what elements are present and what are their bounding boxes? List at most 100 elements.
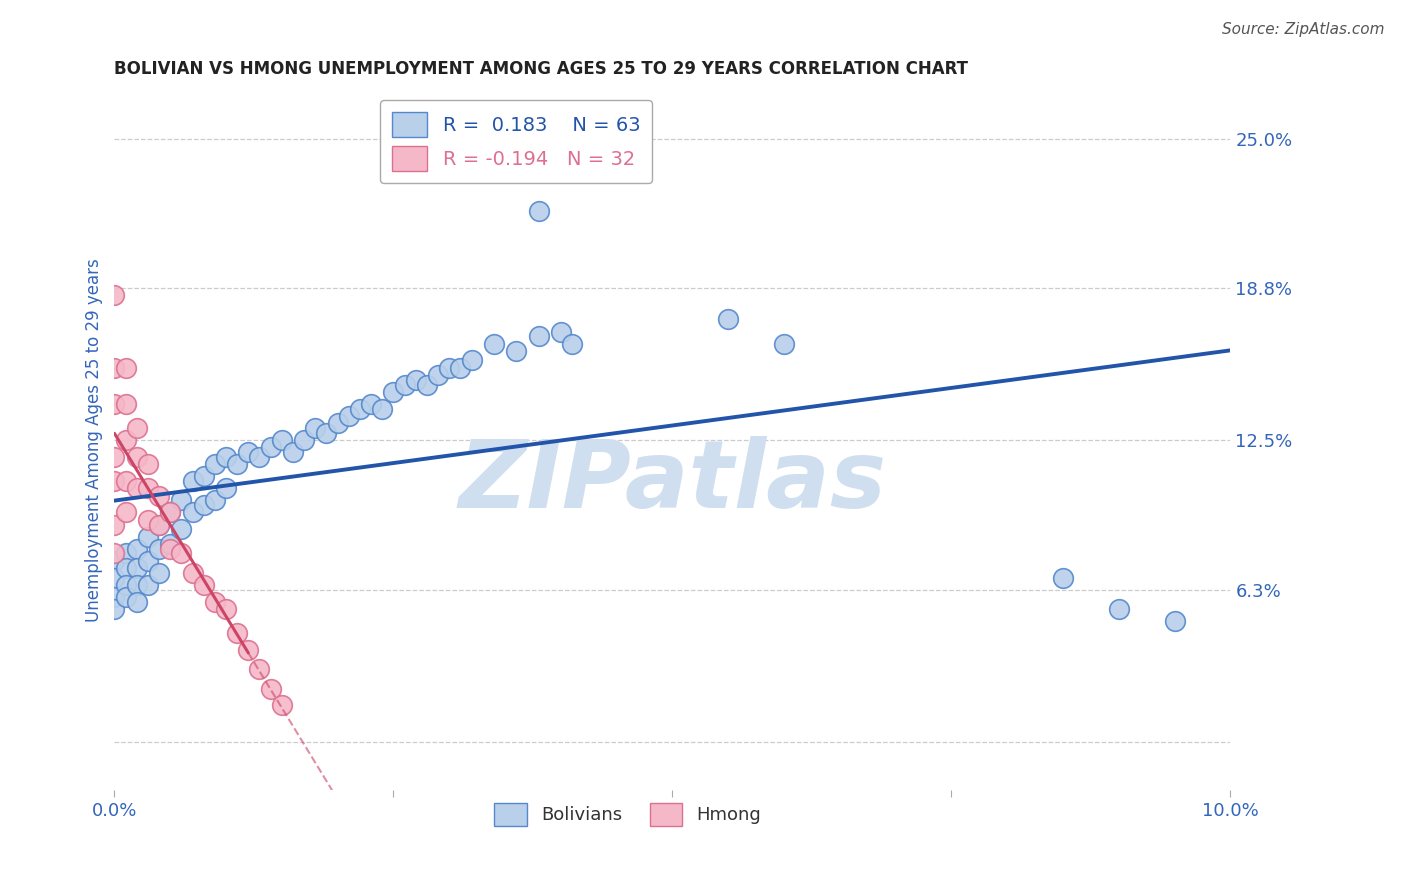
Point — [260, 440, 283, 454]
Point — [114, 561, 136, 575]
Point — [315, 425, 337, 440]
Point — [1052, 571, 1074, 585]
Text: BOLIVIAN VS HMONG UNEMPLOYMENT AMONG AGES 25 TO 29 YEARS CORRELATION CHART: BOLIVIAN VS HMONG UNEMPLOYMENT AMONG AGE… — [114, 60, 969, 78]
Point — [193, 469, 215, 483]
Point — [561, 336, 583, 351]
Point — [159, 537, 181, 551]
Point — [114, 578, 136, 592]
Point — [170, 493, 193, 508]
Point — [103, 397, 125, 411]
Point — [114, 474, 136, 488]
Point — [270, 698, 292, 713]
Point — [427, 368, 450, 382]
Point — [125, 481, 148, 495]
Point — [460, 353, 482, 368]
Point — [114, 590, 136, 604]
Point — [136, 481, 159, 495]
Point — [505, 343, 527, 358]
Point — [371, 401, 394, 416]
Point — [170, 546, 193, 560]
Point — [114, 546, 136, 560]
Point — [103, 554, 125, 568]
Point — [550, 325, 572, 339]
Point — [159, 506, 181, 520]
Point — [103, 450, 125, 464]
Point — [717, 312, 740, 326]
Point — [103, 360, 125, 375]
Point — [125, 595, 148, 609]
Point — [193, 578, 215, 592]
Point — [416, 377, 439, 392]
Point — [215, 450, 238, 464]
Text: Source: ZipAtlas.com: Source: ZipAtlas.com — [1222, 22, 1385, 37]
Point — [148, 517, 170, 532]
Point — [382, 384, 405, 399]
Point — [226, 626, 249, 640]
Point — [103, 517, 125, 532]
Point — [103, 288, 125, 302]
Y-axis label: Unemployment Among Ages 25 to 29 years: Unemployment Among Ages 25 to 29 years — [86, 258, 103, 622]
Point — [136, 554, 159, 568]
Point — [114, 397, 136, 411]
Point — [360, 397, 382, 411]
Point — [159, 506, 181, 520]
Point — [136, 513, 159, 527]
Point — [249, 662, 271, 676]
Point — [181, 506, 204, 520]
Point — [125, 561, 148, 575]
Point — [238, 643, 260, 657]
Text: ZIPatlas: ZIPatlas — [458, 436, 887, 528]
Point — [159, 541, 181, 556]
Point — [215, 602, 238, 616]
Point — [103, 571, 125, 585]
Point — [527, 203, 550, 218]
Point — [181, 474, 204, 488]
Point — [125, 421, 148, 435]
Point — [148, 566, 170, 580]
Point — [136, 578, 159, 592]
Point — [103, 590, 125, 604]
Point — [249, 450, 271, 464]
Point — [114, 360, 136, 375]
Point — [439, 360, 461, 375]
Point — [181, 566, 204, 580]
Point — [170, 522, 193, 536]
Point — [304, 421, 326, 435]
Point — [226, 457, 249, 471]
Point — [103, 546, 125, 560]
Point — [193, 498, 215, 512]
Point — [148, 489, 170, 503]
Point — [349, 401, 371, 416]
Point — [260, 681, 283, 696]
Legend: Bolivians, Hmong: Bolivians, Hmong — [486, 796, 769, 833]
Point — [326, 416, 349, 430]
Point — [136, 457, 159, 471]
Point — [136, 530, 159, 544]
Point — [204, 493, 226, 508]
Point — [125, 578, 148, 592]
Point — [204, 457, 226, 471]
Point — [270, 433, 292, 447]
Point — [103, 602, 125, 616]
Point — [204, 595, 226, 609]
Point — [1108, 602, 1130, 616]
Point — [405, 373, 427, 387]
Point — [292, 433, 315, 447]
Point — [449, 360, 471, 375]
Point — [103, 474, 125, 488]
Point — [773, 336, 796, 351]
Point — [281, 445, 304, 459]
Point — [125, 450, 148, 464]
Point — [114, 506, 136, 520]
Point — [1163, 614, 1185, 628]
Point — [337, 409, 360, 423]
Point — [394, 377, 416, 392]
Point — [527, 329, 550, 343]
Point — [482, 336, 505, 351]
Point — [125, 541, 148, 556]
Point — [114, 433, 136, 447]
Point — [148, 541, 170, 556]
Point — [238, 445, 260, 459]
Point — [215, 481, 238, 495]
Point — [148, 517, 170, 532]
